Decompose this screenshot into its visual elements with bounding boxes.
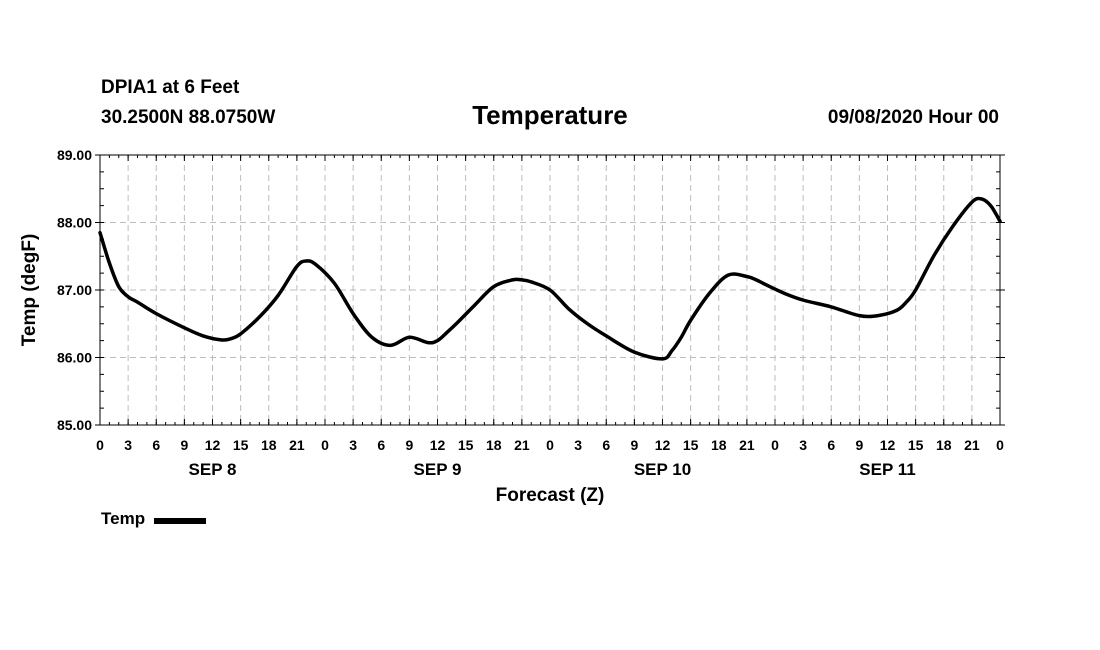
x-tick-label: 0	[771, 437, 779, 453]
x-tick-label: 6	[827, 437, 835, 453]
day-label: SEP 11	[859, 460, 915, 479]
y-tick-label: 87.00	[57, 282, 92, 298]
x-tick-label: 9	[180, 437, 188, 453]
x-tick-label: 15	[458, 437, 474, 453]
y-tick-label: 86.00	[57, 350, 92, 366]
x-tick-label: 0	[546, 437, 554, 453]
day-label: SEP 9	[414, 460, 462, 479]
series-line-temp	[98, 196, 1002, 361]
day-label: SEP 10	[634, 460, 691, 479]
x-tick-label: 3	[574, 437, 582, 453]
x-tick-label: 12	[655, 437, 671, 453]
x-tick-label: 18	[936, 437, 952, 453]
y-tick-label: 88.00	[57, 215, 92, 231]
x-tick-label: 9	[855, 437, 863, 453]
x-axis-title: Forecast (Z)	[496, 485, 605, 506]
x-tick-label: 6	[377, 437, 385, 453]
legend-swatch-temp	[154, 517, 207, 524]
station-coordinates: 30.2500N 88.0750W	[101, 107, 276, 128]
x-tick-label: 3	[349, 437, 357, 453]
x-tick-label: 3	[799, 437, 807, 453]
day-label: SEP 8	[189, 460, 237, 479]
x-tick-label: 9	[630, 437, 638, 453]
x-tick-label: 15	[908, 437, 924, 453]
x-tick-label: 15	[233, 437, 249, 453]
x-tick-label: 12	[880, 437, 896, 453]
grid-lines	[100, 155, 1000, 425]
x-tick-label: 12	[430, 437, 446, 453]
x-tick-label: 12	[205, 437, 221, 453]
x-tick-label: 9	[405, 437, 413, 453]
x-tick-label: 21	[289, 437, 305, 453]
x-tick-label: 3	[124, 437, 132, 453]
x-tick-label: 0	[321, 437, 329, 453]
x-tick-label: 18	[261, 437, 277, 453]
plot-frame	[99, 154, 1001, 426]
x-tick-label: 0	[996, 437, 1004, 453]
x-tick-label: 18	[711, 437, 727, 453]
x-tick-label: 15	[683, 437, 699, 453]
chart-title: Temperature	[472, 100, 628, 130]
x-tick-label: 6	[152, 437, 160, 453]
forecast-run-time: 09/08/2020 Hour 00	[827, 107, 999, 128]
x-tick-label: 0	[96, 437, 104, 453]
y-tick-label: 85.00	[57, 417, 92, 433]
legend-label-temp: Temp	[101, 509, 146, 528]
x-tick-labels: 0 3 6 9 12 15 18 21 0 3 6 9 12 15 18 21 0 3 6 9 12 15 18 21 0 3 6 9…	[96, 437, 1004, 453]
x-tick-label: 21	[739, 437, 755, 453]
y-axis-title: Temp (degF)	[19, 234, 40, 347]
x-tick-label: 21	[514, 437, 530, 453]
legend: Temp	[101, 509, 207, 529]
series-lines	[98, 196, 1002, 361]
station-label: DPIA1 at 6 Feet	[101, 77, 240, 98]
y-tick-label: 89.00	[57, 147, 92, 163]
day-labels: SEP 8 SEP 9 SEP 10 SEP 11	[189, 460, 916, 479]
x-tick-label: 18	[486, 437, 502, 453]
x-tick-label: 6	[602, 437, 610, 453]
y-tick-labels: 85.00 86.00 87.00 88.00 89.00	[57, 147, 92, 433]
x-tick-label: 21	[964, 437, 980, 453]
